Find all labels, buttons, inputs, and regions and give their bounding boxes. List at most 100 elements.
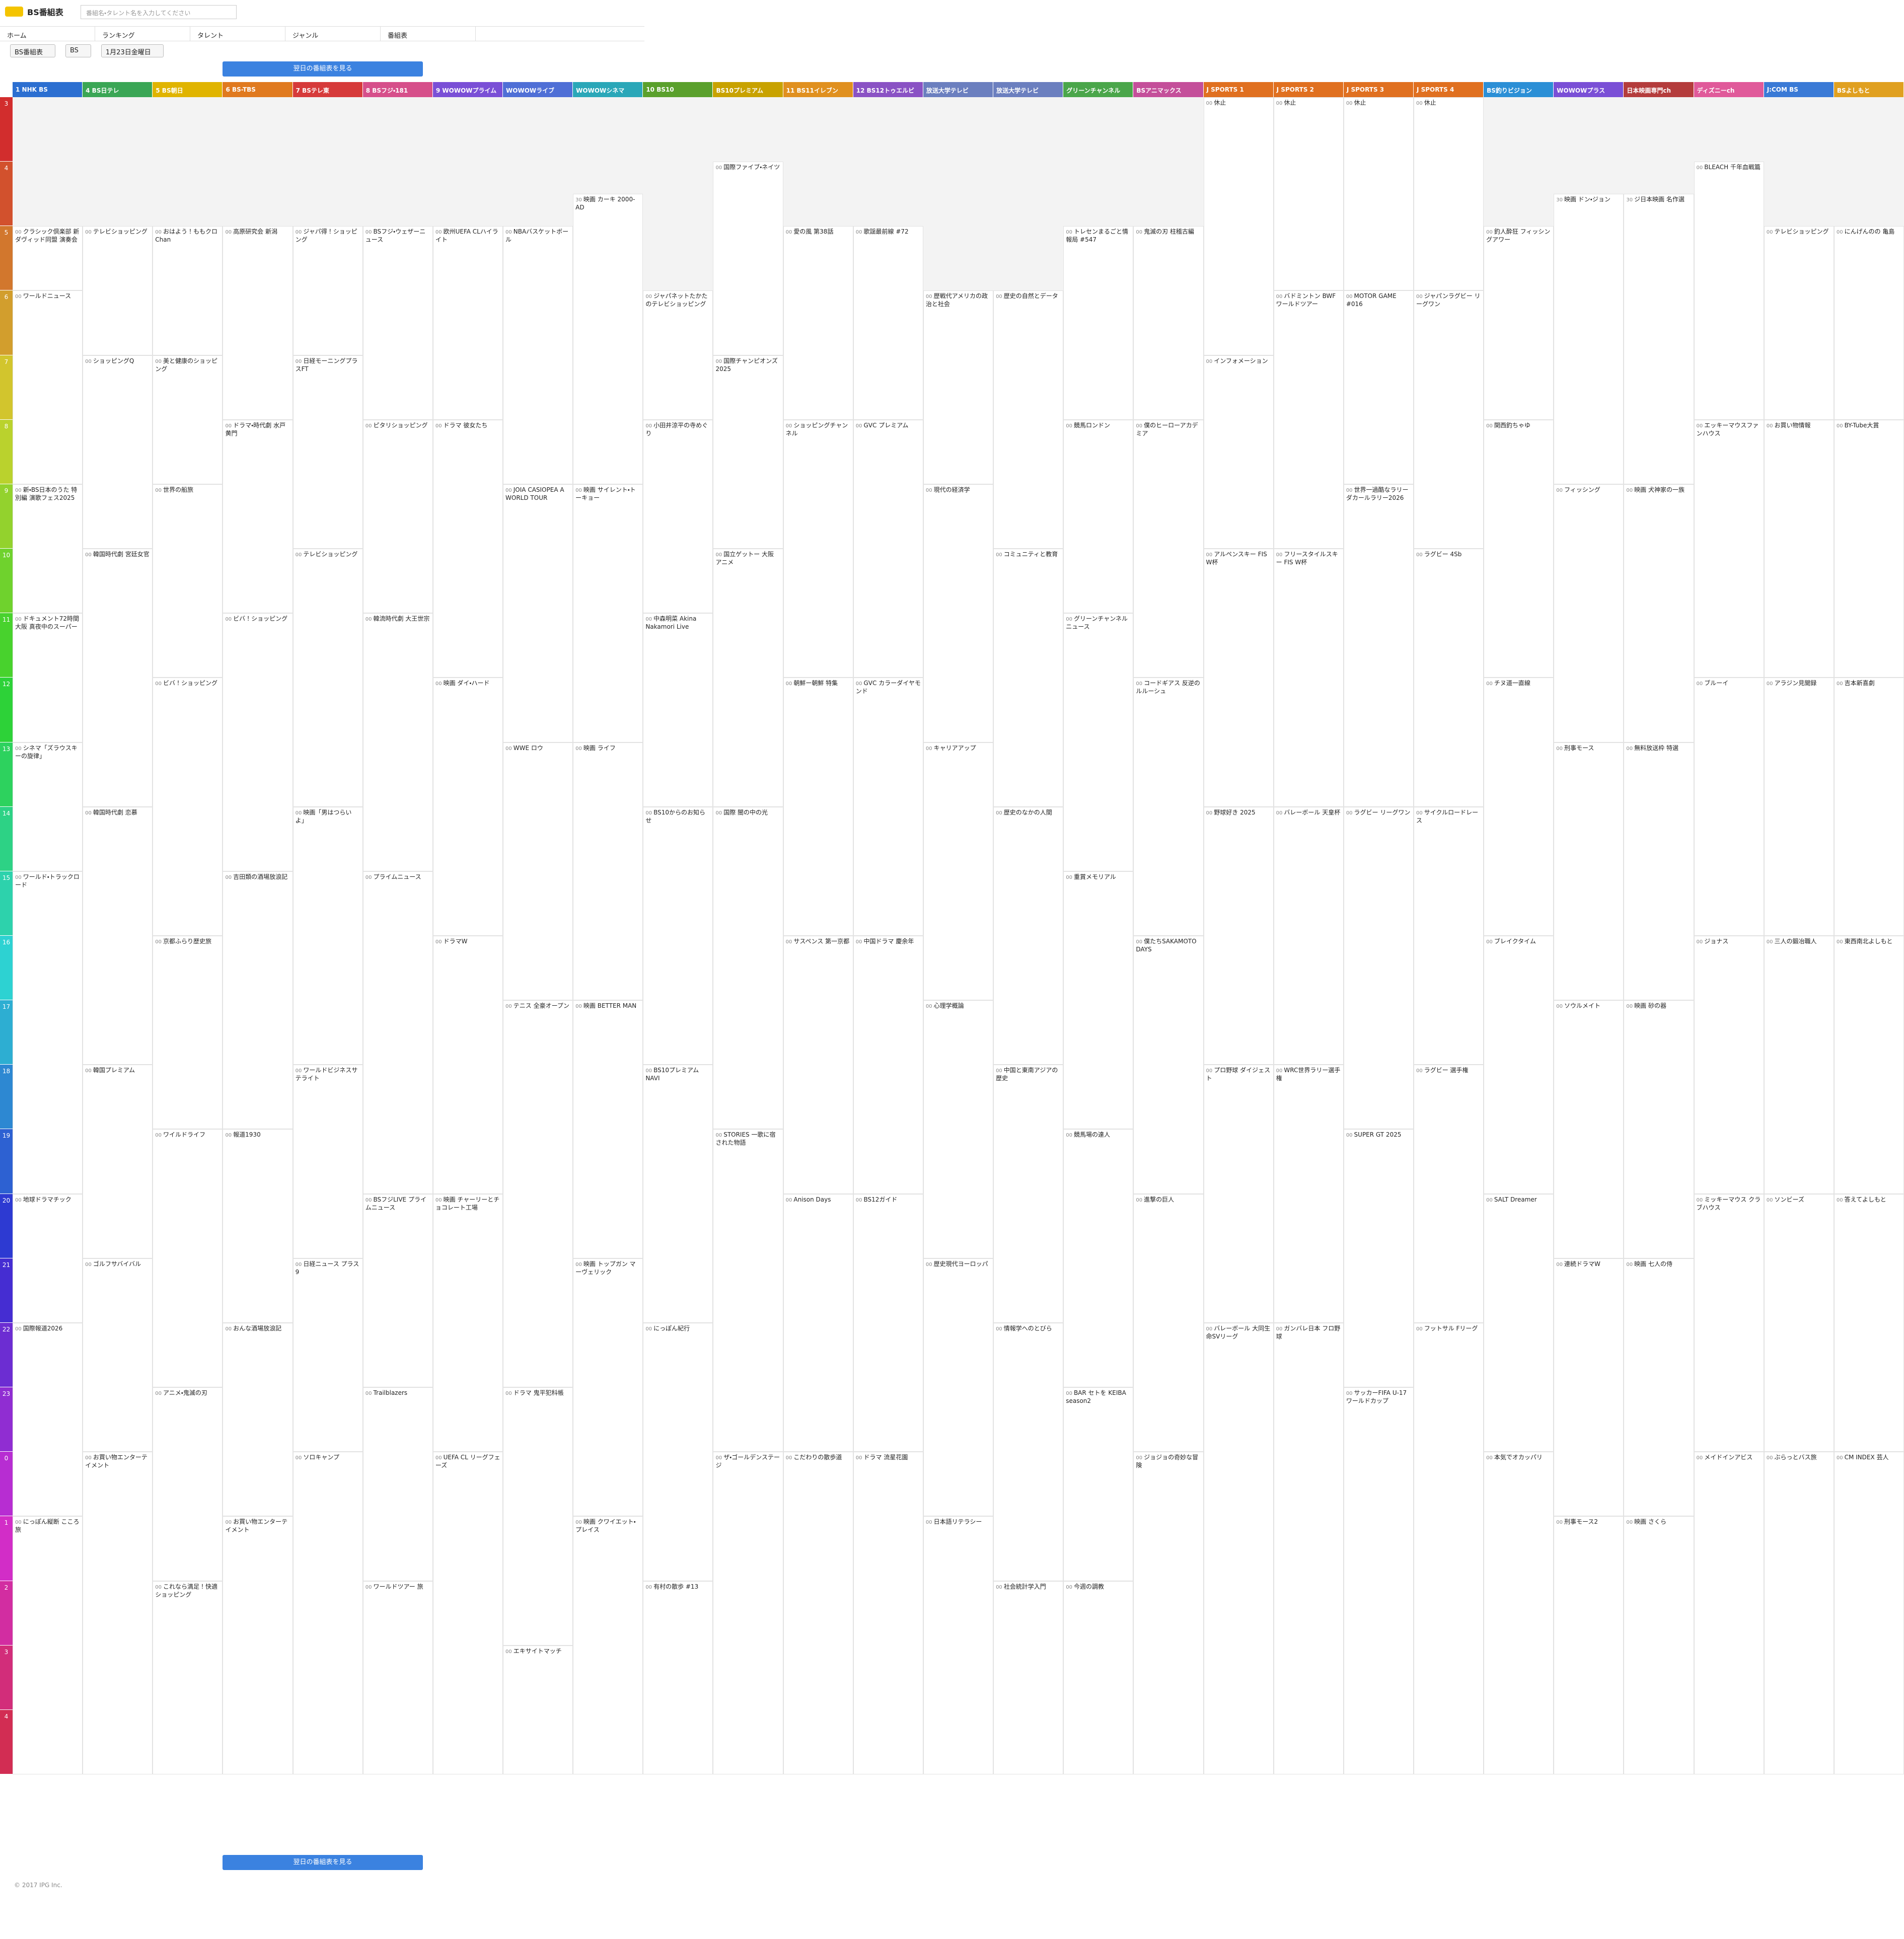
channel-header[interactable]: 10 BS10 bbox=[643, 82, 713, 97]
program-cell[interactable]: 00 韓国時代劇 宮廷女官 bbox=[83, 549, 153, 807]
program-cell[interactable]: 00 テレビショッピング bbox=[83, 226, 153, 355]
program-cell[interactable]: 00 エキサイトマッチ bbox=[503, 1645, 573, 1774]
program-cell[interactable]: 00 連続ドラマW bbox=[1554, 1258, 1624, 1517]
channel-header[interactable]: WOWOWシネマ bbox=[573, 82, 643, 97]
program-cell[interactable]: 00 ラグビー 4Sb bbox=[1413, 549, 1484, 807]
next-day-button[interactable]: 翌日の番組表を見る bbox=[223, 61, 423, 77]
nav-item[interactable]: ランキング bbox=[95, 27, 190, 41]
channel-header[interactable]: 9 WOWOWプライム bbox=[432, 82, 503, 97]
program-cell[interactable]: 00 ビバ！ショッピング bbox=[223, 613, 293, 871]
program-cell[interactable]: 00 フィッシング bbox=[1554, 484, 1624, 742]
program-cell[interactable]: 00 Anison Days bbox=[783, 1194, 853, 1452]
nav-item[interactable]: ジャンル bbox=[285, 27, 381, 41]
program-cell[interactable]: 00 キャリアアップ bbox=[923, 742, 994, 1001]
program-cell[interactable]: 30 映画 カーキ 2000-AD bbox=[573, 194, 643, 484]
program-cell[interactable]: 00 吉田類の酒場放浪記 bbox=[223, 871, 293, 1130]
program-cell[interactable]: 00 今週の調教 bbox=[1063, 1581, 1134, 1774]
program-cell[interactable]: 00 ドラマ 鬼平犯科帳 bbox=[503, 1387, 573, 1646]
program-cell[interactable]: 00 歌謡最前線 #72 bbox=[853, 226, 923, 420]
program-cell[interactable]: 00 ワイルドライフ bbox=[153, 1129, 223, 1388]
program-cell[interactable]: 00 京都ふらり歴史旅 bbox=[153, 936, 223, 1130]
program-cell[interactable]: 00 映画 クワイエット・プレイス bbox=[573, 1516, 643, 1774]
next-day-button[interactable]: 翌日の番組表を見る bbox=[223, 1855, 423, 1870]
program-cell[interactable]: 00 報道1930 bbox=[223, 1129, 293, 1323]
channel-header[interactable]: 1 NHK BS bbox=[13, 82, 83, 97]
program-cell[interactable]: 00 映画 トップガン マーヴェリック bbox=[573, 1258, 643, 1517]
program-cell[interactable]: 00 バレーボール 大同生命SVリーグ bbox=[1203, 1322, 1274, 1774]
program-cell[interactable]: 00 プロ野球 ダイジェスト bbox=[1203, 1065, 1274, 1323]
program-cell[interactable]: 00 歴史の自然とデータ bbox=[993, 290, 1064, 549]
program-cell[interactable]: 00 現代の経済学 bbox=[923, 484, 994, 742]
program-cell[interactable]: 00 BSフジ・ウェザーニュース bbox=[362, 226, 433, 420]
program-cell[interactable]: 00 おはよう！ももクロChan bbox=[153, 226, 223, 355]
program-cell[interactable]: 00 コミュニティと教育 bbox=[993, 549, 1064, 807]
program-cell[interactable]: 00 ピタリショッピング bbox=[362, 419, 433, 614]
program-cell[interactable]: 00 クラシック倶楽部 新ダヴィッド同盟 演奏会 bbox=[13, 226, 83, 291]
program-cell[interactable]: 00 BS10からのお知らせ bbox=[643, 806, 713, 1065]
program-cell[interactable]: 00 競馬ロンドン bbox=[1063, 419, 1134, 614]
program-cell[interactable]: 00 休止 bbox=[1273, 97, 1344, 291]
program-cell[interactable]: 00 映画 サイレント・トーキョー bbox=[573, 484, 643, 742]
program-cell[interactable]: 00 Trailblazers bbox=[362, 1387, 433, 1581]
program-cell[interactable]: 00 ショッピングチャンネル bbox=[783, 419, 853, 678]
program-cell[interactable]: 00 映画 チャーリーとチョコレート工場 bbox=[432, 1194, 503, 1452]
program-cell[interactable]: 00 休止 bbox=[1343, 97, 1414, 291]
select[interactable]: BS bbox=[65, 44, 91, 57]
program-cell[interactable]: 00 GVC プレミアム bbox=[853, 419, 923, 678]
program-cell[interactable]: 00 僕のヒーローアカデミア bbox=[1133, 419, 1204, 678]
program-cell[interactable]: 00 ドラマ 流星花園 bbox=[853, 1452, 923, 1774]
program-cell[interactable]: 00 SUPER GT 2025 bbox=[1343, 1129, 1414, 1388]
program-cell[interactable]: 00 BSフジLIVE プライムニュース bbox=[362, 1194, 433, 1388]
program-cell[interactable]: 00 ソロキャンプ bbox=[292, 1452, 363, 1774]
program-cell[interactable]: 00 これなら満足！快適ショッピング bbox=[153, 1581, 223, 1774]
program-cell[interactable]: 00 BAR セトを KEIBA season2 bbox=[1063, 1387, 1134, 1581]
program-cell[interactable]: 00 映画「男はつらいよ」 bbox=[292, 806, 363, 1065]
program-cell[interactable]: 30 ジ日本映画 名作選 bbox=[1624, 194, 1694, 484]
program-cell[interactable]: 00 吉本新喜劇 bbox=[1834, 678, 1904, 936]
program-cell[interactable]: 00 ドラマ・時代劇 水戸黄門 bbox=[223, 419, 293, 614]
program-cell[interactable]: 00 ザ・ゴールデンステージ bbox=[713, 1452, 783, 1774]
channel-header[interactable]: 8 BSフジ・181 bbox=[362, 82, 433, 97]
program-cell[interactable]: 00 映画 ダイ・ハード bbox=[432, 678, 503, 936]
program-cell[interactable]: 00 ソンビーズ bbox=[1764, 1194, 1834, 1452]
program-cell[interactable]: 00 世界の船旅 bbox=[153, 484, 223, 678]
channel-header[interactable]: 放送大学テレビ bbox=[993, 82, 1064, 97]
program-cell[interactable]: 00 トレセンまるごと情報局 #547 bbox=[1063, 226, 1134, 420]
channel-header[interactable]: 11 BS11イレブン bbox=[783, 82, 853, 97]
program-cell[interactable]: 00 ジャパ得！ショッピング bbox=[292, 226, 363, 355]
channel-header[interactable]: J SPORTS 3 bbox=[1343, 82, 1414, 97]
search-box[interactable]: 番組名・タレント名を入力してください bbox=[81, 5, 237, 19]
channel-header[interactable]: J:COM BS bbox=[1764, 82, 1834, 97]
program-cell[interactable]: 00 メイドインアビス bbox=[1694, 1452, 1764, 1774]
program-cell[interactable]: 00 情報学へのとびら bbox=[993, 1322, 1064, 1581]
program-cell[interactable]: 00 お買い物エンターテイメント bbox=[223, 1516, 293, 1774]
program-cell[interactable]: 00 サイクルロードレース bbox=[1413, 806, 1484, 1065]
program-cell[interactable]: 00 韓国プレミアム bbox=[83, 1065, 153, 1258]
program-cell[interactable]: 00 欧州UEFA CLハイライト bbox=[432, 226, 503, 420]
program-cell[interactable]: 00 進撃の巨人 bbox=[1133, 1194, 1204, 1452]
program-cell[interactable]: 00 歴史現代ヨーロッパ bbox=[923, 1258, 994, 1517]
program-cell[interactable]: 00 こだわりの散歩道 bbox=[783, 1452, 853, 1774]
program-cell[interactable]: 00 お買い物情報 bbox=[1764, 419, 1834, 678]
program-cell[interactable]: 00 ミッキーマウス クラブハウス bbox=[1694, 1194, 1764, 1452]
channel-header[interactable]: J SPORTS 4 bbox=[1413, 82, 1484, 97]
logo[interactable]: BS番組表 bbox=[5, 4, 63, 19]
program-cell[interactable]: 00 僕たちSAKAMOTO DAYS bbox=[1133, 936, 1204, 1194]
program-cell[interactable]: 00 ゴルフサバイバル bbox=[83, 1258, 153, 1452]
program-cell[interactable]: 00 愛の風 第38話 bbox=[783, 226, 853, 420]
program-cell[interactable]: 00 テレビショッピング bbox=[292, 549, 363, 807]
program-cell[interactable]: 00 シネマ「ズラウスキーの旋律」 bbox=[13, 742, 83, 871]
program-cell[interactable]: 00 NBAバスケットボール bbox=[503, 226, 573, 484]
program-cell[interactable]: 00 中森明菜 Akina Nakamori Live bbox=[643, 613, 713, 807]
program-cell[interactable]: 00 ラグビー 選手権 bbox=[1413, 1065, 1484, 1323]
program-cell[interactable]: 00 ジャパンラグビー リーグワン bbox=[1413, 290, 1484, 549]
program-cell[interactable]: 00 ワールドビジネスサテライト bbox=[292, 1065, 363, 1258]
program-cell[interactable]: 00 国際報道2026 bbox=[13, 1322, 83, 1517]
program-cell[interactable]: 00 BS12ガイド bbox=[853, 1194, 923, 1452]
program-cell[interactable]: 00 韓国時代劇 恋慕 bbox=[83, 806, 153, 1065]
channel-header[interactable]: 日本映画専門ch bbox=[1624, 82, 1694, 97]
program-cell[interactable]: 00 歴戦代アメリカの政治と社会 bbox=[923, 290, 994, 484]
program-cell[interactable]: 00 ソウルメイト bbox=[1554, 1000, 1624, 1258]
program-cell[interactable]: 00 ワールド・トラックロード bbox=[13, 871, 83, 1194]
program-cell[interactable]: 00 ドラマW bbox=[432, 936, 503, 1194]
